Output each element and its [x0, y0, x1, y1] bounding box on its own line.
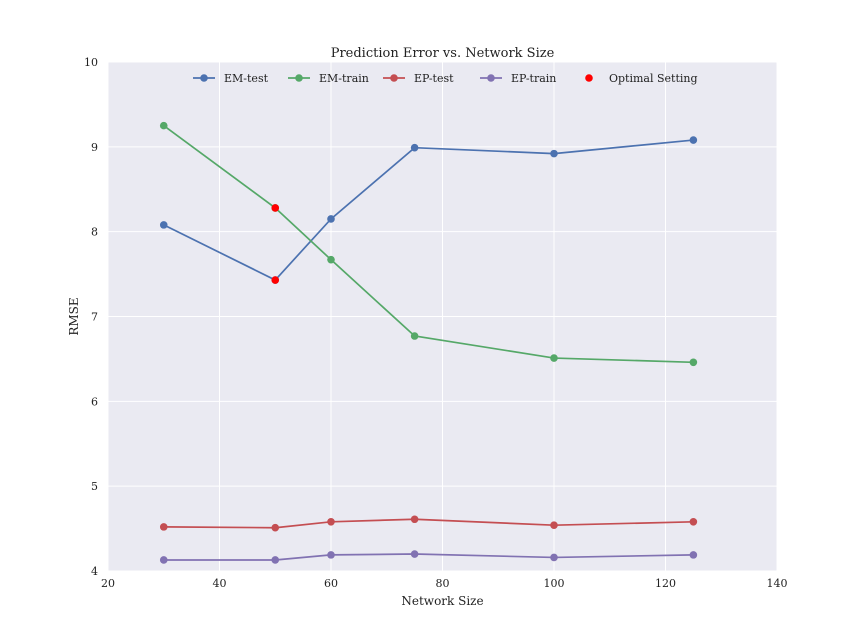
legend-item: EP-train: [480, 72, 556, 85]
series-ep-train: [159, 550, 698, 564]
series-ep-test: [159, 515, 698, 532]
data-point: [689, 551, 698, 559]
data-point: [327, 551, 335, 559]
tick-layer: 20 40 60 80 100 120 140 4 5 6 7 8 9 10: [84, 56, 788, 590]
y-axis-label: RMSE: [67, 297, 81, 335]
data-point: [410, 550, 419, 558]
data-point: [410, 332, 419, 340]
series-em-train: [159, 121, 698, 367]
legend-item: Optimal Setting: [585, 72, 698, 85]
y-tick-label: 10: [84, 56, 98, 69]
legend-marker: [487, 74, 495, 82]
x-tick-label: 80: [436, 577, 450, 590]
y-tick-label: 6: [91, 395, 98, 408]
legend-marker: [585, 74, 593, 82]
chart-title: Prediction Error vs. Network Size: [331, 46, 555, 61]
x-tick-label: 120: [655, 577, 676, 590]
data-point: [327, 215, 335, 223]
data-point: [159, 221, 168, 229]
legend-item: EM-train: [288, 72, 369, 85]
y-tick-label: 4: [91, 565, 98, 578]
data-point: [550, 149, 558, 158]
y-tick-label: 9: [91, 141, 98, 154]
series-line: [163, 518, 694, 529]
data-point: [159, 523, 168, 531]
legend: EM-test EM-train EP-test EP-train Optimal Se…: [193, 72, 698, 85]
y-tick-label: 7: [91, 311, 98, 324]
legend-label: Optimal Setting: [609, 72, 698, 85]
legend-marker: [200, 74, 208, 82]
data-point: [410, 515, 419, 524]
data-point: [159, 121, 168, 130]
data-point: [689, 136, 698, 144]
x-tick-label: 60: [324, 577, 338, 590]
optimal-point: [271, 276, 280, 284]
legend-label: EM-test: [224, 72, 269, 85]
data-point: [689, 517, 698, 526]
legend-item: EM-test: [193, 72, 269, 85]
legend-marker: [295, 74, 303, 82]
data-point: [550, 553, 558, 562]
series-layer: [159, 121, 698, 564]
data-point: [550, 521, 558, 529]
series-line: [163, 139, 694, 282]
legend-label: EP-train: [511, 72, 556, 85]
x-tick-label: 40: [213, 577, 227, 590]
x-axis-label: Network Size: [401, 594, 483, 608]
x-tick-label: 20: [101, 577, 115, 590]
data-point: [271, 556, 280, 564]
series-line: [163, 553, 694, 561]
optimal-point: [271, 204, 280, 212]
series-line: [163, 124, 694, 364]
y-tick-label: 5: [91, 480, 98, 493]
legend-marker: [390, 74, 398, 82]
grid: [107, 61, 778, 572]
x-tick-label: 100: [544, 577, 565, 590]
y-tick-label: 8: [91, 226, 98, 239]
data-point: [550, 354, 558, 362]
data-point: [159, 556, 168, 564]
data-point: [327, 517, 335, 526]
legend-label: EM-train: [319, 72, 369, 85]
legend-item: EP-test: [383, 72, 454, 85]
data-point: [271, 523, 280, 532]
data-point: [327, 255, 335, 264]
x-tick-label: 140: [767, 577, 788, 590]
data-point: [689, 358, 698, 367]
legend-label: EP-test: [414, 72, 454, 85]
data-point: [410, 143, 419, 152]
series-optimal-setting: [271, 204, 280, 284]
